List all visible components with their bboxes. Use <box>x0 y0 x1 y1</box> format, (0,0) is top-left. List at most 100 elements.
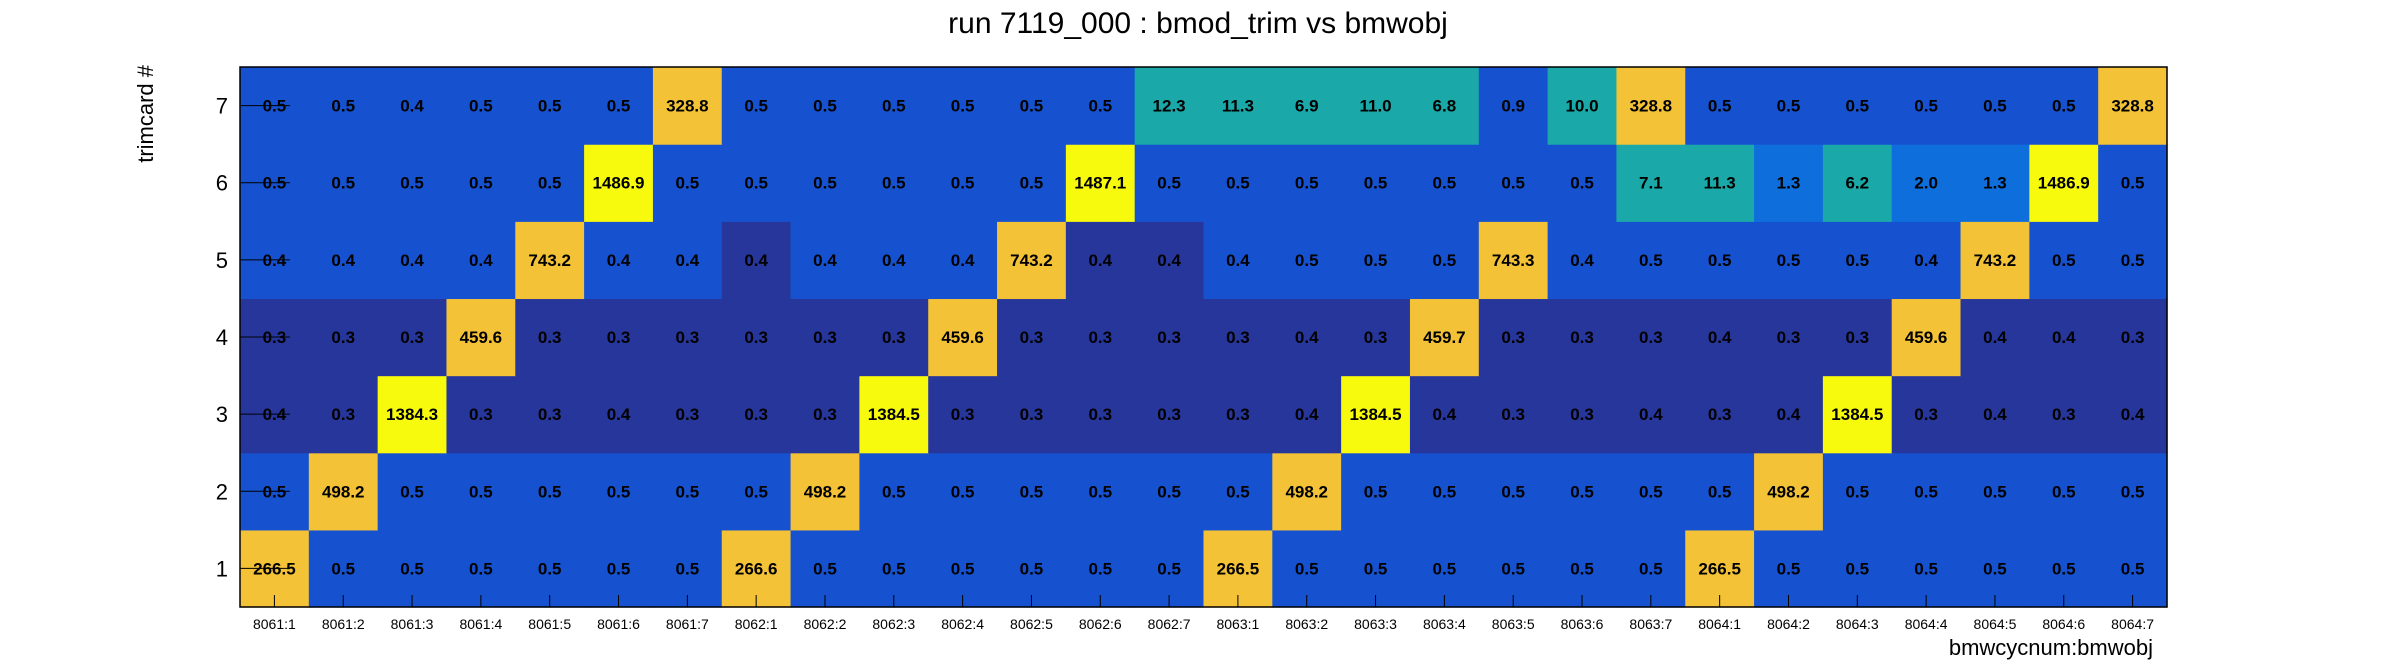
x-axis: 8061:1 8061:2 8061:3 8061:4 8061:5 8061:6 8061… <box>253 595 2154 632</box>
heatmap-cell <box>997 67 1067 145</box>
x-tick-label: 8063:2 <box>1285 616 1328 632</box>
heatmap-cell <box>1685 375 1755 454</box>
heatmap-cell <box>997 375 1067 454</box>
heatmap-cell <box>1960 529 2030 608</box>
cell-value-label: 0.5 <box>1708 482 1732 501</box>
cell-value-label: 0.5 <box>676 174 700 193</box>
chart-title: run 7119_000 : bmod_trim vs bmwobj <box>948 7 1448 40</box>
heatmap-cell <box>928 529 998 608</box>
heatmap-cell <box>859 529 929 608</box>
heatmap-cell <box>1203 452 1273 531</box>
cell-value-label: 0.5 <box>607 97 631 116</box>
heatmap-cell <box>1891 375 1962 454</box>
cell-value-label: 0.3 <box>813 328 837 347</box>
heatmap-cell <box>1409 452 1480 531</box>
heatmap-cell <box>859 452 929 531</box>
heatmap-cell <box>1134 452 1205 531</box>
heatmap-cell <box>1478 375 1549 454</box>
heatmap-cell <box>1685 529 1755 608</box>
cell-value-label: 0.5 <box>607 482 631 501</box>
x-tick-label: 8062:5 <box>1010 616 1053 632</box>
heatmap-cell <box>1960 375 2030 454</box>
cell-value-label: 0.5 <box>813 174 837 193</box>
cell-value-label: 0.5 <box>469 174 493 193</box>
cell-value-label: 1384.5 <box>1831 405 1883 424</box>
x-tick-label: 8061:3 <box>391 616 434 632</box>
heatmap-cell <box>1272 375 1342 454</box>
heatmap-cell <box>1547 144 1618 222</box>
cell-value-label: 459.6 <box>1905 328 1948 347</box>
heatmap-cell <box>584 452 654 531</box>
cell-value-label: 0.5 <box>744 482 768 501</box>
heatmap-cell <box>721 375 792 454</box>
cell-value-label: 328.8 <box>666 97 709 116</box>
heatmap-cell <box>928 452 998 531</box>
heatmap-cell <box>859 67 929 145</box>
heatmap-cell <box>1134 375 1205 454</box>
cell-value-label: 0.5 <box>2052 251 2076 270</box>
cell-value-label: 498.2 <box>1767 482 1810 501</box>
heatmap-cell <box>1685 298 1755 377</box>
heatmap-cells: 266.5 0.5 0.5 0.5 0.5 0.5 0.5 266.6 0.5 0.5 0.5 0.5… <box>240 67 2168 608</box>
x-tick-label: 8061:5 <box>528 616 571 632</box>
y-axis-title: trimcard # <box>133 64 158 163</box>
cell-value-label: 1384.5 <box>1350 405 1402 424</box>
heatmap-cell <box>790 452 860 531</box>
y-tick-label: 5 <box>216 248 228 273</box>
heatmap-cell <box>928 298 998 377</box>
cell-value-label: 7.1 <box>1639 174 1663 193</box>
heatmap-cell <box>1272 452 1342 531</box>
heatmap-cell <box>721 452 792 531</box>
heatmap-cell <box>1685 67 1755 145</box>
heatmap-cell <box>997 452 1067 531</box>
heatmap-cell <box>377 375 448 454</box>
cell-value-label: 328.8 <box>1630 97 1673 116</box>
heatmap-cell <box>859 221 929 300</box>
x-tick-label: 8061:2 <box>322 616 365 632</box>
heatmap-cell <box>1203 67 1273 145</box>
heatmap-cell <box>1547 298 1618 377</box>
heatmap-cell <box>1203 144 1273 222</box>
cell-value-label: 266.6 <box>735 559 778 578</box>
heatmap-cell <box>1341 67 1411 145</box>
cell-value-label: 0.5 <box>1157 482 1181 501</box>
cell-value-label: 0.5 <box>400 482 424 501</box>
cell-value-label: 6.8 <box>1433 97 1457 116</box>
heatmap-cell <box>2029 529 2099 608</box>
heatmap-cell <box>790 298 860 377</box>
heatmap-cell <box>1409 375 1480 454</box>
heatmap-cell <box>515 452 585 531</box>
cell-value-label: 0.5 <box>1433 559 1457 578</box>
cell-value-label: 0.5 <box>2052 482 2076 501</box>
cell-value-label: 498.2 <box>322 482 365 501</box>
cell-value-label: 0.5 <box>1020 559 1044 578</box>
heatmap-cell <box>1616 375 1686 454</box>
heatmap-cell <box>1754 221 1824 300</box>
heatmap-cell <box>1616 529 1686 608</box>
heatmap-cell <box>2029 375 2099 454</box>
cell-value-label: 0.4 <box>1983 328 2007 347</box>
heatmap-cell <box>446 221 516 300</box>
heatmap-cell <box>308 221 379 300</box>
cell-value-label: 0.3 <box>400 328 424 347</box>
x-tick-label: 8062:1 <box>735 616 778 632</box>
cell-value-label: 11.3 <box>1704 174 1736 193</box>
heatmap-cell <box>1203 298 1273 377</box>
heatmap-cell <box>377 67 448 145</box>
cell-value-label: 0.5 <box>1777 97 1801 116</box>
y-tick-label: 3 <box>216 402 228 427</box>
cell-value-label: 0.5 <box>1845 559 1869 578</box>
cell-value-label: 0.5 <box>951 482 975 501</box>
cell-value-label: 0.5 <box>882 482 906 501</box>
cell-value-label: 0.5 <box>1501 174 1525 193</box>
x-tick-label: 8064:6 <box>2042 616 2085 632</box>
x-tick-label: 8061:6 <box>597 616 640 632</box>
cell-value-label: 0.5 <box>1088 97 1112 116</box>
heatmap-cell <box>652 375 723 454</box>
heatmap-cell <box>1960 452 2030 531</box>
cell-value-label: 0.5 <box>2121 559 2145 578</box>
heatmap-cell <box>515 298 585 377</box>
cell-value-label: 0.5 <box>538 559 562 578</box>
cell-value-label: 0.4 <box>1433 405 1457 424</box>
